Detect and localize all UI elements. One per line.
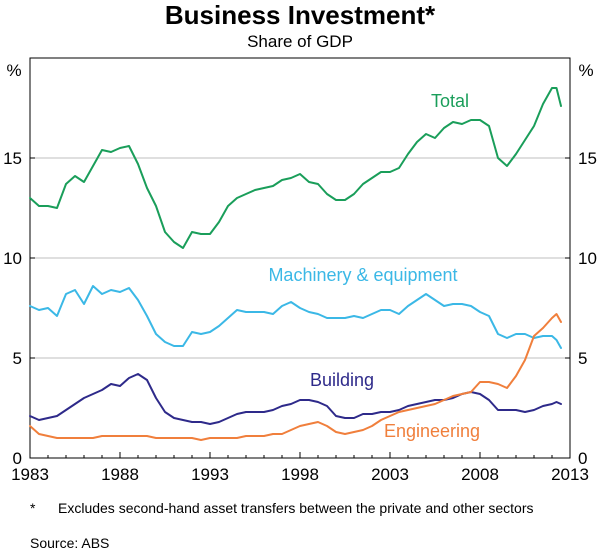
x-tick-1988: 1988 bbox=[101, 465, 139, 484]
y-tick-right-0: 0 bbox=[578, 449, 587, 468]
series-line-machinery bbox=[29, 285, 562, 349]
series-label-engineering: Engineering bbox=[384, 421, 480, 441]
y-tick-right-10: 10 bbox=[578, 249, 597, 268]
series-label-building: Building bbox=[310, 370, 374, 390]
x-tick-2013: 2013 bbox=[551, 465, 589, 484]
y-tick-left-15: 15 bbox=[3, 149, 22, 168]
x-tick-2003: 2003 bbox=[371, 465, 409, 484]
footnote-marker: * bbox=[30, 500, 36, 516]
series-layer bbox=[29, 87, 562, 441]
x-tick-1998: 1998 bbox=[281, 465, 319, 484]
x-axis: 1983 1988 1993 1998 2003 2008 2013 bbox=[11, 452, 589, 484]
series-label-total: Total bbox=[431, 91, 469, 111]
chart-title: Business Investment* bbox=[165, 0, 436, 30]
x-tick-2008: 2008 bbox=[461, 465, 499, 484]
source-note: Source: ABS bbox=[30, 535, 110, 551]
series-label-machinery: Machinery & equipment bbox=[268, 265, 457, 285]
gridlines bbox=[30, 157, 570, 359]
footnote-body: Excludes second-hand asset transfers bet… bbox=[58, 500, 534, 516]
y-axis: 0 0 5 5 10 10 15 15 bbox=[3, 149, 597, 468]
y-axis-unit-right: % bbox=[578, 61, 593, 80]
series-line-building bbox=[29, 373, 562, 425]
y-tick-left-0: 0 bbox=[13, 449, 22, 468]
y-tick-left-5: 5 bbox=[13, 349, 22, 368]
footnote: * Excludes second-hand asset transfers b… bbox=[30, 500, 560, 517]
y-tick-left-10: 10 bbox=[3, 249, 22, 268]
y-axis-unit-left: % bbox=[6, 61, 21, 80]
chart-subtitle: Share of GDP bbox=[247, 32, 353, 51]
series-line-engineering bbox=[29, 313, 562, 441]
y-tick-right-5: 5 bbox=[578, 349, 587, 368]
y-tick-right-15: 15 bbox=[578, 149, 597, 168]
x-tick-1983: 1983 bbox=[11, 465, 49, 484]
series-line-total bbox=[29, 87, 562, 249]
x-tick-1993: 1993 bbox=[191, 465, 229, 484]
